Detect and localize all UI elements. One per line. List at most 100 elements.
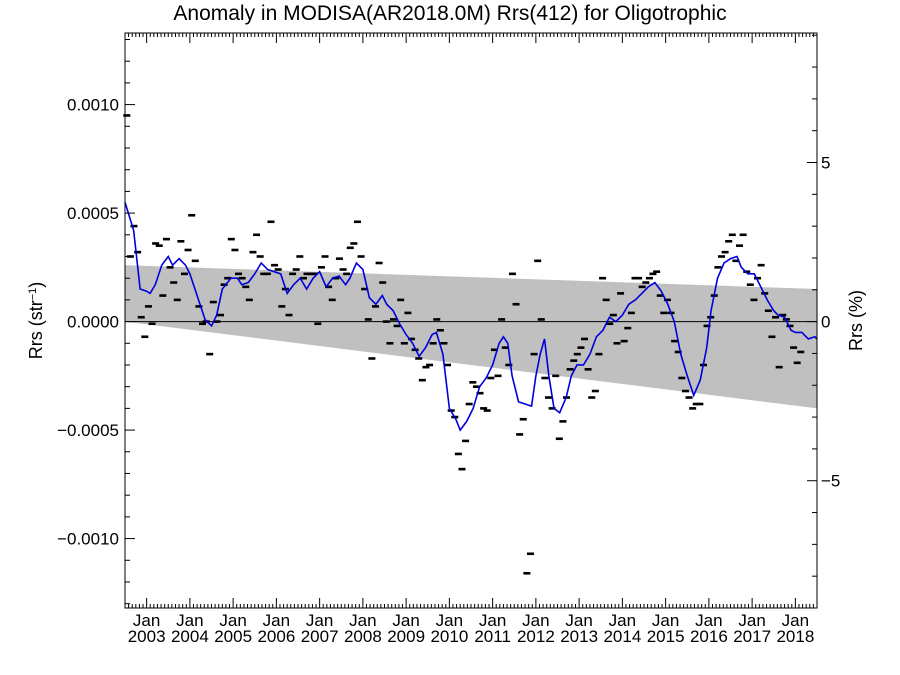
data-point — [505, 363, 513, 367]
x-tick-label-year: 2004 — [171, 627, 209, 646]
data-point — [278, 305, 286, 308]
x-tick-label-year: 2017 — [733, 627, 771, 646]
right-y-axis-label: Rrs (%) — [846, 290, 866, 351]
data-point — [155, 244, 163, 247]
data-point — [735, 244, 743, 247]
data-point — [216, 313, 224, 317]
data-point — [602, 298, 610, 302]
y2-tick-label: 0 — [821, 313, 830, 332]
data-point — [317, 266, 325, 269]
x-tick-label-month: Jan — [738, 611, 765, 630]
right-y-ticks: 5 0 −5 — [807, 34, 840, 609]
data-point — [429, 341, 437, 345]
x-tick-label-year: 2012 — [517, 627, 555, 646]
x-tick-label-month: Jan — [349, 611, 376, 630]
data-point — [184, 248, 192, 252]
data-point — [440, 341, 448, 345]
x-tick-label-month: Jan — [133, 611, 160, 630]
data-point — [588, 396, 596, 399]
x-ticks: Jan2003Jan2004Jan2005Jan2006Jan2007Jan20… — [124, 33, 818, 646]
data-point — [516, 433, 524, 436]
data-point — [177, 240, 185, 243]
data-point — [335, 257, 343, 260]
x-tick-label-month: Jan — [695, 611, 722, 630]
data-point — [213, 320, 221, 323]
data-point — [292, 268, 300, 271]
data-point — [494, 374, 502, 378]
data-point — [188, 213, 196, 217]
data-point — [357, 255, 365, 258]
data-point — [617, 292, 625, 295]
data-point — [144, 305, 152, 308]
data-point — [231, 248, 239, 252]
x-tick-label-month: Jan — [652, 611, 679, 630]
data-point — [353, 220, 361, 224]
data-point — [350, 242, 358, 245]
data-point — [584, 368, 592, 371]
data-point — [566, 368, 574, 371]
x-tick-label-month: Jan — [565, 611, 592, 630]
data-point — [526, 552, 534, 556]
data-point — [389, 318, 397, 321]
data-point — [577, 346, 585, 349]
data-point — [242, 285, 250, 289]
data-point — [609, 313, 617, 317]
data-point — [159, 294, 167, 297]
data-point — [400, 341, 408, 345]
data-point — [541, 376, 549, 380]
data-point — [126, 255, 134, 258]
data-point — [779, 313, 787, 317]
x-tick-label-month: Jan — [392, 611, 419, 630]
data-point — [678, 376, 686, 380]
data-point — [739, 233, 747, 237]
data-point — [130, 224, 138, 228]
data-point — [754, 276, 762, 280]
data-point — [689, 407, 697, 410]
x-tick-label-month: Jan — [263, 611, 290, 630]
data-point — [714, 266, 722, 269]
data-point — [307, 272, 315, 276]
data-point — [638, 285, 646, 289]
data-point — [220, 283, 228, 286]
data-point — [253, 233, 261, 237]
data-point — [415, 357, 423, 360]
data-point — [303, 272, 311, 276]
data-point — [180, 272, 188, 276]
data-point — [321, 255, 329, 258]
data-point — [624, 326, 632, 330]
data-point — [199, 322, 207, 326]
data-point — [555, 437, 563, 441]
data-point — [289, 272, 297, 276]
x-tick-label-year: 2010 — [430, 627, 468, 646]
left-y-axis-label: Rrs (str−1) — [26, 282, 46, 360]
data-point — [458, 467, 466, 471]
data-point — [375, 261, 383, 265]
data-point — [786, 324, 794, 328]
x-tick-label-year: 2016 — [690, 627, 728, 646]
data-point — [296, 255, 304, 258]
data-point — [721, 250, 729, 254]
data-point — [775, 365, 783, 369]
data-point — [191, 259, 199, 263]
data-point — [173, 298, 181, 302]
data-point — [498, 318, 506, 321]
data-point — [361, 287, 369, 291]
data-point — [793, 361, 801, 365]
data-point — [422, 365, 430, 369]
data-point — [797, 350, 805, 354]
data-point — [249, 250, 257, 254]
data-point — [263, 272, 271, 276]
data-point — [559, 420, 567, 423]
data-point — [314, 322, 322, 326]
x-tick-label-month: Jan — [609, 611, 636, 630]
data-point — [674, 350, 682, 354]
data-point — [718, 255, 726, 258]
data-point — [768, 335, 776, 339]
data-point — [692, 402, 700, 406]
data-point — [725, 240, 733, 243]
data-point — [256, 255, 264, 258]
data-point — [490, 348, 498, 352]
data-point — [581, 337, 589, 341]
data-point — [454, 452, 462, 456]
